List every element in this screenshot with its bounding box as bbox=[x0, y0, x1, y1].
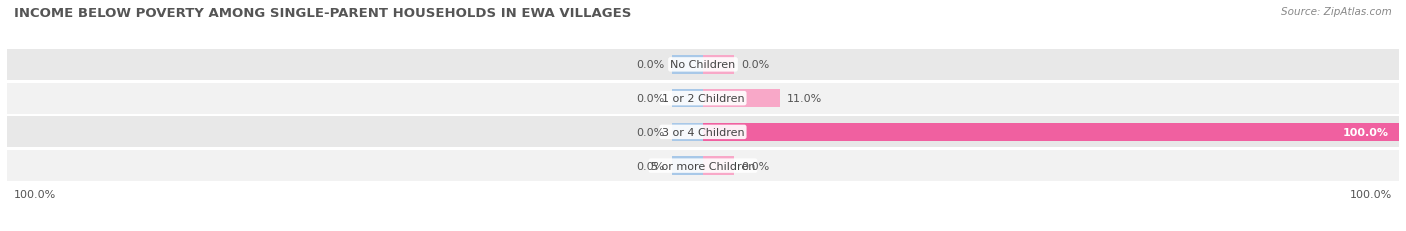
Text: No Children: No Children bbox=[671, 60, 735, 70]
Text: 0.0%: 0.0% bbox=[741, 161, 769, 171]
Text: 5 or more Children: 5 or more Children bbox=[651, 161, 755, 171]
Bar bbox=[7, 83, 1399, 114]
Text: 11.0%: 11.0% bbox=[786, 94, 821, 104]
Bar bbox=[672, 123, 703, 142]
Bar bbox=[672, 157, 703, 175]
Text: 100.0%: 100.0% bbox=[14, 189, 56, 199]
Bar bbox=[672, 89, 703, 108]
Bar bbox=[7, 150, 1399, 181]
Text: 100.0%: 100.0% bbox=[1343, 127, 1389, 137]
Text: 3 or 4 Children: 3 or 4 Children bbox=[662, 127, 744, 137]
Bar bbox=[703, 157, 734, 175]
Text: 0.0%: 0.0% bbox=[637, 60, 665, 70]
Text: 0.0%: 0.0% bbox=[637, 127, 665, 137]
Text: 0.0%: 0.0% bbox=[637, 161, 665, 171]
Text: INCOME BELOW POVERTY AMONG SINGLE-PARENT HOUSEHOLDS IN EWA VILLAGES: INCOME BELOW POVERTY AMONG SINGLE-PARENT… bbox=[14, 7, 631, 20]
Text: 1 or 2 Children: 1 or 2 Children bbox=[662, 94, 744, 104]
Bar bbox=[7, 50, 1399, 81]
Text: 0.0%: 0.0% bbox=[741, 60, 769, 70]
Bar bbox=[7, 117, 1399, 148]
Bar bbox=[703, 56, 734, 74]
Bar bbox=[703, 123, 1399, 142]
Text: 100.0%: 100.0% bbox=[1350, 189, 1392, 199]
Bar bbox=[703, 89, 779, 108]
Text: 0.0%: 0.0% bbox=[637, 94, 665, 104]
Bar bbox=[672, 56, 703, 74]
Text: Source: ZipAtlas.com: Source: ZipAtlas.com bbox=[1281, 7, 1392, 17]
